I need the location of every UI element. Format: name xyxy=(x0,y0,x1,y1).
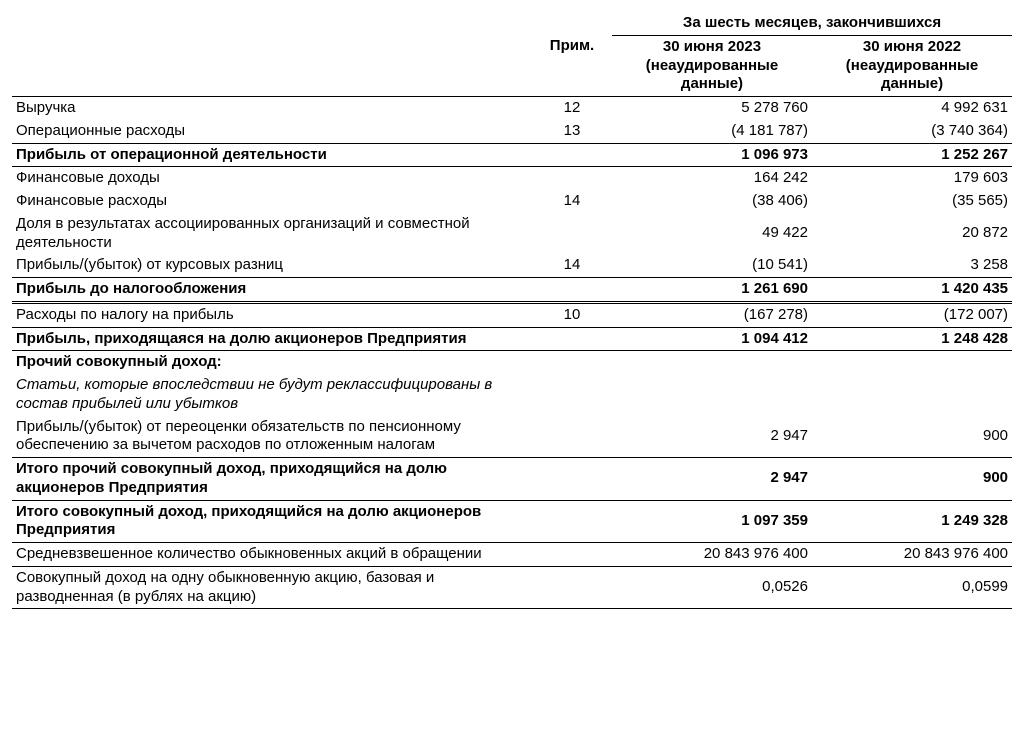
label: Финансовые расходы xyxy=(12,190,532,213)
label: Прибыль, приходящаяся на долю акционеров… xyxy=(12,327,532,351)
v2023: 1 096 973 xyxy=(612,143,812,167)
note xyxy=(532,458,612,501)
label: Финансовые доходы xyxy=(12,167,532,190)
row-opex: Операционные расходы 13 (4 181 787) (3 7… xyxy=(12,120,1012,143)
row-oci-head: Прочий совокупный доход: xyxy=(12,351,1012,374)
note-header: Прим. xyxy=(532,35,612,96)
v2023: 2 947 xyxy=(612,458,812,501)
label: Средневзвешенное количество обыкновенных… xyxy=(12,543,532,567)
v2022: 0,0599 xyxy=(812,566,1012,609)
v2022: 4 992 631 xyxy=(812,97,1012,120)
row-op-profit: Прибыль от операционной деятельности 1 0… xyxy=(12,143,1012,167)
label: Операционные расходы xyxy=(12,120,532,143)
label: Прибыль до налогообложения xyxy=(12,278,532,303)
period-caption: За шесть месяцев, закончившихся xyxy=(612,12,1012,35)
row-tci: Итого совокупный доход, приходящийся на … xyxy=(12,500,1012,543)
v2022: 1 252 267 xyxy=(812,143,1012,167)
row-net-profit: Прибыль, приходящаяся на долю акционеров… xyxy=(12,327,1012,351)
note xyxy=(532,500,612,543)
period-row: За шесть месяцев, закончившихся xyxy=(12,12,1012,35)
note: 13 xyxy=(532,120,612,143)
v2022: 3 258 xyxy=(812,254,1012,277)
v2023: (167 278) xyxy=(612,302,812,327)
v2022: 1 248 428 xyxy=(812,327,1012,351)
label: Статьи, которые впоследствии не будут ре… xyxy=(12,374,532,416)
label: Доля в результатах ассоциированных орган… xyxy=(12,213,532,255)
label: Прибыль/(убыток) от переоценки обязатель… xyxy=(12,416,532,458)
v2022: 179 603 xyxy=(812,167,1012,190)
note: 10 xyxy=(532,302,612,327)
v2023: 1 261 690 xyxy=(612,278,812,303)
note: 14 xyxy=(532,190,612,213)
row-oci-sub: Статьи, которые впоследствии не будут ре… xyxy=(12,374,1012,416)
v2023: 49 422 xyxy=(612,213,812,255)
v2023: (10 541) xyxy=(612,254,812,277)
note xyxy=(532,167,612,190)
label: Итого совокупный доход, приходящийся на … xyxy=(12,500,532,543)
label: Итого прочий совокупный доход, приходящи… xyxy=(12,458,532,501)
v2023: 1 094 412 xyxy=(612,327,812,351)
label: Расходы по налогу на прибыль xyxy=(12,302,532,327)
note: 14 xyxy=(532,254,612,277)
row-shares: Средневзвешенное количество обыкновенных… xyxy=(12,543,1012,567)
note xyxy=(532,416,612,458)
v2022: (3 740 364) xyxy=(812,120,1012,143)
row-tax: Расходы по налогу на прибыль 10 (167 278… xyxy=(12,302,1012,327)
v2022: 1 249 328 xyxy=(812,500,1012,543)
note xyxy=(532,543,612,567)
row-pbt: Прибыль до налогообложения 1 261 690 1 4… xyxy=(12,278,1012,303)
note xyxy=(532,143,612,167)
income-statement-table: За шесть месяцев, закончившихся Прим. 30… xyxy=(12,12,1012,609)
note xyxy=(532,278,612,303)
v2022: (35 565) xyxy=(812,190,1012,213)
v2023: 2 947 xyxy=(612,416,812,458)
v2022: (172 007) xyxy=(812,302,1012,327)
label: Прибыль от операционной деятельности xyxy=(12,143,532,167)
note xyxy=(532,566,612,609)
note xyxy=(532,327,612,351)
v2023: (38 406) xyxy=(612,190,812,213)
v2023: 20 843 976 400 xyxy=(612,543,812,567)
col-2022-header: 30 июня 2022 (неаудированные данные) xyxy=(812,35,1012,96)
row-eps: Совокупный доход на одну обыкновенную ак… xyxy=(12,566,1012,609)
row-revenue: Выручка 12 5 278 760 4 992 631 xyxy=(12,97,1012,120)
row-fin-income: Финансовые доходы 164 242 179 603 xyxy=(12,167,1012,190)
v2022: 20 872 xyxy=(812,213,1012,255)
row-pension: Прибыль/(убыток) от переоценки обязатель… xyxy=(12,416,1012,458)
row-oci-total: Итого прочий совокупный доход, приходящи… xyxy=(12,458,1012,501)
v2023: (4 181 787) xyxy=(612,120,812,143)
v2022: 1 420 435 xyxy=(812,278,1012,303)
v2023: 1 097 359 xyxy=(612,500,812,543)
v2023: 164 242 xyxy=(612,167,812,190)
row-fin-expense: Финансовые расходы 14 (38 406) (35 565) xyxy=(12,190,1012,213)
note xyxy=(532,213,612,255)
col-2023-header: 30 июня 2023 (неаудированные данные) xyxy=(612,35,812,96)
v2022: 900 xyxy=(812,416,1012,458)
v2023: 0,0526 xyxy=(612,566,812,609)
label: Прочий совокупный доход: xyxy=(12,351,532,374)
label: Прибыль/(убыток) от курсовых разниц xyxy=(12,254,532,277)
v2022: 20 843 976 400 xyxy=(812,543,1012,567)
v2023: 5 278 760 xyxy=(612,97,812,120)
row-fx: Прибыль/(убыток) от курсовых разниц 14 (… xyxy=(12,254,1012,277)
v2022: 900 xyxy=(812,458,1012,501)
header-row: Прим. 30 июня 2023 (неаудированные данны… xyxy=(12,35,1012,96)
label: Выручка xyxy=(12,97,532,120)
row-assoc-share: Доля в результатах ассоциированных орган… xyxy=(12,213,1012,255)
note: 12 xyxy=(532,97,612,120)
label: Совокупный доход на одну обыкновенную ак… xyxy=(12,566,532,609)
